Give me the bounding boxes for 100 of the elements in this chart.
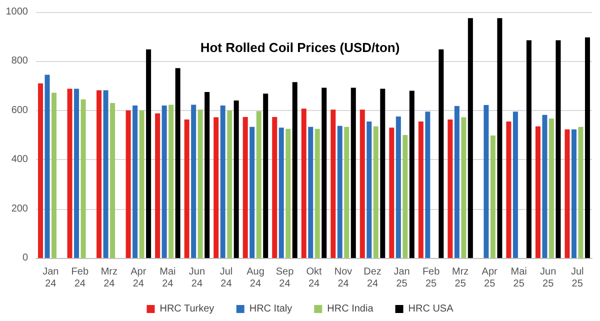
- y-tick-label: 200: [11, 203, 28, 214]
- bar: [418, 121, 424, 258]
- bar: [198, 110, 203, 258]
- y-tick-label: 1000: [6, 6, 28, 18]
- text: Hot Rolled Coil Prices (USD/ton): [200, 40, 400, 55]
- bar: [556, 40, 561, 258]
- x-tick-label: Mai 24: [160, 266, 176, 290]
- bar: [146, 49, 152, 258]
- bar: [526, 40, 532, 258]
- bar: [256, 111, 262, 258]
- bar: [110, 103, 116, 258]
- bar: [272, 117, 278, 258]
- bar: [308, 126, 314, 258]
- bar: [103, 90, 108, 258]
- x-tick-label: Jan 25: [394, 266, 410, 290]
- bar: [571, 129, 576, 258]
- legend-label: HRC Italy: [249, 304, 292, 314]
- bar: [155, 113, 160, 258]
- y-tick-label: 600: [11, 104, 28, 116]
- bar: [564, 129, 570, 258]
- x-tick-label: Apr 24: [130, 266, 147, 290]
- bar: [535, 126, 540, 258]
- bar: [132, 105, 138, 258]
- bar: [490, 135, 496, 258]
- bar: [322, 88, 327, 258]
- x-tick-label: Jul 25: [570, 266, 584, 290]
- bar: [301, 108, 306, 258]
- x-tick-label: Mai 25: [510, 266, 527, 290]
- bar: [139, 110, 144, 258]
- bar: [286, 128, 291, 258]
- bar: [191, 104, 196, 258]
- x-tick-label: Feb 25: [422, 266, 440, 290]
- bar: [38, 83, 44, 258]
- bar: [542, 114, 548, 258]
- bar: [350, 88, 356, 258]
- x-tick-label: Aug 24: [246, 266, 264, 290]
- bar: [314, 128, 320, 258]
- bar: [396, 116, 401, 258]
- bar: [126, 110, 131, 258]
- x-tick-label: Nov 24: [334, 266, 352, 290]
- bar: [227, 110, 232, 258]
- bar: [380, 88, 386, 258]
- bar: [438, 49, 444, 258]
- bar: [162, 105, 167, 258]
- bar: [263, 94, 268, 258]
- x-tick-label: Dez 24: [364, 266, 382, 290]
- bar: [250, 126, 255, 258]
- bar: [234, 100, 239, 258]
- bar: [389, 128, 394, 258]
- bar: [366, 121, 372, 258]
- y-tick-label: 800: [11, 56, 28, 67]
- bar: [402, 135, 408, 258]
- y-tick-label: 0: [22, 252, 28, 264]
- bar: [497, 18, 502, 258]
- bar: [80, 99, 86, 258]
- bar: [454, 106, 460, 258]
- bar: [292, 82, 298, 258]
- bar: [214, 117, 219, 258]
- bar: [512, 112, 518, 258]
- legend-label: HRC Turkey: [160, 304, 214, 314]
- x-tick-label: Jul 24: [220, 266, 233, 290]
- bar: [330, 110, 336, 258]
- bar: [278, 128, 284, 258]
- x-tick-label: Mrz 25: [452, 266, 469, 290]
- bar: [409, 90, 414, 258]
- x-tick-label: Sep 24: [276, 266, 294, 290]
- bar: [74, 88, 80, 258]
- bar: [425, 112, 430, 258]
- bar: [337, 126, 342, 258]
- bar: [578, 126, 584, 258]
- bar: [484, 104, 489, 258]
- bar: [168, 104, 174, 258]
- x-tick-label: Jun 25: [540, 266, 556, 290]
- x-tick-label: Apr 25: [482, 266, 498, 290]
- bar: [448, 120, 453, 258]
- bar: [548, 118, 554, 258]
- bar: [220, 105, 226, 258]
- bar: [175, 68, 180, 258]
- bar: [506, 121, 512, 258]
- bar: [584, 37, 590, 258]
- bar: [360, 110, 365, 258]
- bar: [468, 18, 473, 258]
- bar: [52, 92, 57, 258]
- bar: [242, 117, 248, 258]
- bar: [461, 117, 466, 258]
- x-tick-label: Okt 24: [306, 266, 322, 290]
- bar: [44, 74, 50, 258]
- bar: [204, 92, 210, 258]
- x-tick-label: Mrz 24: [100, 266, 118, 290]
- y-tick-label: 400: [11, 154, 28, 166]
- bar: [67, 88, 72, 258]
- x-tick-label: Feb 24: [71, 266, 89, 290]
- x-tick-label: Jun 24: [188, 266, 206, 290]
- bar: [184, 120, 190, 258]
- x-tick-label: Jan 24: [42, 266, 59, 290]
- legend-label: HRC India: [327, 304, 374, 314]
- bar: [344, 126, 350, 258]
- bar: [96, 90, 102, 258]
- legend-label: HRC USA: [408, 304, 454, 314]
- bar: [373, 126, 378, 258]
